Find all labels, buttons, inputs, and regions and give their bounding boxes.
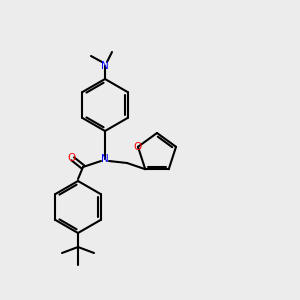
Text: O: O [134, 142, 142, 152]
Text: O: O [67, 153, 75, 163]
Text: N: N [101, 61, 109, 71]
Text: N: N [101, 154, 109, 164]
